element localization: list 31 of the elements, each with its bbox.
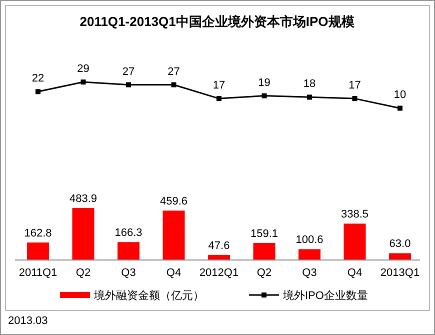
data-label: 459.6 [160, 196, 188, 208]
x-tick-label: Q4 [347, 267, 362, 279]
data-label: 100.6 [296, 234, 324, 246]
data-label: 17 [212, 80, 226, 92]
data-label: 166.3 [114, 227, 142, 240]
data-label: 159.1 [250, 228, 278, 240]
data-label: 10 [394, 89, 406, 102]
data-label: 63.0 [389, 238, 411, 250]
legend-label: 境外IPO企业数量 [282, 289, 368, 302]
data-label: 27 [122, 66, 135, 78]
x-tick-label: Q3 [302, 267, 317, 279]
data-label: 47.6 [208, 240, 230, 252]
x-tick-label: Q3 [121, 267, 136, 279]
x-tick-label: 2011Q1 [18, 267, 58, 279]
x-tick-label: Q2 [76, 267, 91, 279]
x-tick-label: 2012Q1 [199, 267, 239, 279]
data-label: 338.5 [340, 208, 369, 221]
data-label: 29 [77, 63, 90, 75]
data-label: 19 [258, 76, 270, 89]
chart-title: 2011Q1-2013Q1中国企业境外资本市场IPO规模 [80, 14, 354, 29]
data-label: 17 [348, 80, 361, 92]
data-label: 162.8 [24, 228, 52, 240]
x-tick-label: Q4 [166, 267, 182, 279]
text: 2013.03 [8, 315, 48, 327]
data-label: 18 [303, 78, 316, 90]
data-label: 483.9 [69, 193, 98, 205]
x-tick-label: 2013Q1 [380, 267, 420, 279]
legend-label: 境外融资金额（亿元） [93, 289, 204, 302]
data-label: 27 [168, 66, 180, 78]
x-tick-label: Q2 [256, 267, 272, 279]
data-label: 22 [32, 72, 44, 85]
